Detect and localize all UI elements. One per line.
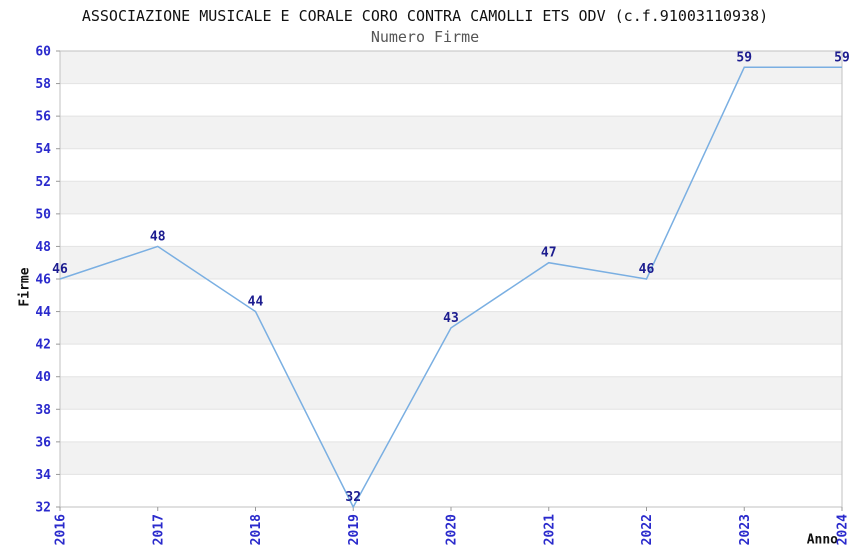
x-axis-label: Anno	[806, 532, 838, 548]
y-tick-label: 44	[35, 305, 51, 320]
plot-band	[60, 376, 842, 410]
plot-band	[60, 51, 842, 84]
plot-band	[60, 83, 842, 117]
plot-band	[60, 344, 842, 377]
plot-band	[60, 441, 842, 475]
x-tick-label: 2021	[542, 514, 557, 545]
data-point-label: 32	[345, 490, 361, 505]
y-tick-label: 42	[35, 338, 51, 353]
chart-title: ASSOCIAZIONE MUSICALE E CORALE CORO CONT…	[81, 7, 769, 25]
x-tick-label: 2016	[54, 514, 69, 545]
x-tick-label: 2019	[347, 514, 362, 545]
data-point-label: 44	[248, 295, 264, 310]
y-tick-label: 54	[35, 142, 51, 157]
y-tick-label: 46	[35, 273, 51, 288]
plot-band	[60, 474, 842, 507]
plot-band	[60, 213, 842, 247]
y-tick-label: 60	[35, 45, 51, 60]
data-line	[59, 66, 842, 509]
x-tick-label: 2020	[445, 514, 460, 545]
plot-band	[60, 181, 842, 214]
data-point-label: 48	[150, 229, 166, 244]
y-tick-label: 38	[35, 403, 51, 418]
y-tick-label: 34	[35, 468, 51, 483]
plot-band	[60, 409, 842, 442]
plot-band	[60, 279, 842, 312]
data-point-label: 59	[736, 50, 752, 65]
x-tick-label: 2022	[640, 514, 655, 545]
x-tick-label: 2023	[738, 514, 753, 545]
plot-band	[60, 116, 842, 149]
y-tick-label: 56	[35, 110, 51, 125]
y-tick-label: 32	[35, 501, 51, 516]
y-tick-label: 58	[35, 77, 51, 92]
data-point-label: 46	[639, 262, 655, 277]
x-tick-label: 2017	[151, 514, 166, 545]
data-point-label: 47	[541, 246, 557, 261]
x-tick-label: 2018	[249, 514, 264, 545]
plot-band	[60, 148, 842, 182]
chart-subtitle: Numero Firme	[370, 28, 480, 46]
y-tick-label: 40	[35, 370, 51, 385]
data-point-label: 59	[834, 50, 850, 65]
x-tick-label: 2024	[836, 514, 850, 545]
plot-band	[60, 246, 842, 279]
y-tick-label: 52	[35, 175, 51, 190]
y-tick-label: 48	[35, 240, 51, 255]
data-point-label: 46	[52, 262, 68, 277]
y-tick-label: 36	[35, 435, 51, 450]
y-tick-label: 50	[35, 207, 51, 222]
data-point-label: 43	[443, 311, 459, 326]
